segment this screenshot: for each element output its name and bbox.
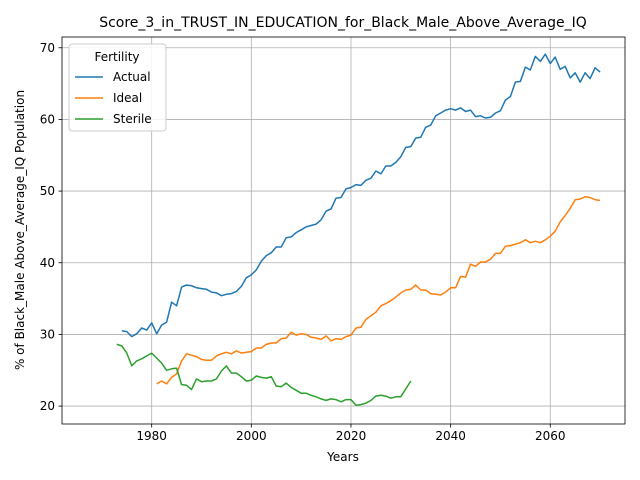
series-line-sterile	[116, 343, 412, 407]
series-line-actual	[121, 53, 601, 338]
series-lines	[116, 53, 601, 407]
axis-ticks: 1980 2000 2020 2040 2060 20 30 40 50 60 70	[40, 41, 566, 443]
x-tick-label: 1980	[136, 429, 167, 443]
legend-label-actual: Actual	[113, 70, 151, 84]
x-tick-label: 2060	[535, 429, 566, 443]
x-tick-label: 2040	[435, 429, 466, 443]
grid	[62, 37, 625, 424]
y-tick-label: 70	[40, 41, 55, 55]
y-tick-label: 30	[40, 327, 55, 341]
legend-label-sterile: Sterile	[113, 112, 152, 126]
legend-entries: Actual Ideal Sterile	[75, 70, 152, 126]
y-tick-label: 50	[40, 184, 55, 198]
y-axis-label: % of Black_Male Above_Average_IQ Populat…	[13, 90, 27, 370]
legend: Fertility Actual Ideal Sterile	[68, 43, 167, 132]
y-tick-label: 40	[40, 256, 55, 270]
legend-label-ideal: Ideal	[113, 91, 142, 105]
series-line-ideal	[156, 196, 601, 385]
y-tick-label: 60	[40, 112, 55, 126]
x-axis-label: Years	[326, 450, 359, 464]
y-tick-label: 20	[40, 399, 55, 413]
x-tick-label: 2020	[336, 429, 367, 443]
legend-box	[68, 43, 167, 132]
chart-title: Score_3_in_TRUST_IN_EDUCATION_for_Black_…	[99, 15, 587, 31]
x-tick-label: 2000	[236, 429, 267, 443]
legend-title: Fertility	[94, 50, 139, 64]
plot-frame	[61, 36, 626, 425]
